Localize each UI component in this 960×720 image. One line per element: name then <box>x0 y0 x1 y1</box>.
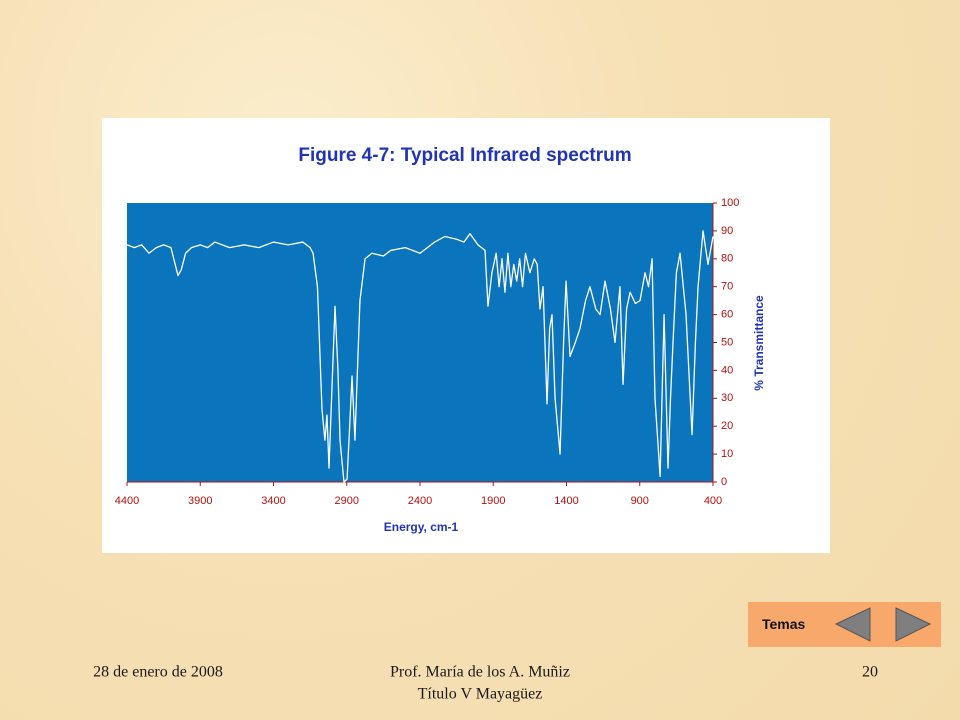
nav-label[interactable]: Temas <box>762 616 806 632</box>
y-tick-label: 10 <box>721 448 733 460</box>
y-tick-label: 0 <box>721 476 727 488</box>
chart-title: Figure 4-7: Typical Infrared spectrum <box>298 145 631 166</box>
y-tick-label: 50 <box>721 336 733 348</box>
y-tick-label: 30 <box>721 392 733 404</box>
x-tick-label: 3900 <box>188 495 212 507</box>
y-tick-label: 70 <box>721 281 733 293</box>
y-tick-label: 40 <box>721 364 733 376</box>
x-tick-label: 400 <box>704 495 722 507</box>
y-tick-label: 60 <box>721 309 733 321</box>
x-tick-label: 3400 <box>261 495 285 507</box>
prev-button[interactable] <box>834 607 871 642</box>
y-axis-title: % Transmittance <box>752 295 766 391</box>
footer-author: Prof. María de los A. Muñiz <box>390 664 570 681</box>
y-tick-label: 100 <box>721 197 739 209</box>
y-tick-label: 90 <box>721 225 733 237</box>
y-tick-label: 20 <box>721 420 733 432</box>
x-tick-label: 2400 <box>408 495 432 507</box>
x-tick-label: 1900 <box>481 495 505 507</box>
x-axis-title: Energy, cm-1 <box>384 520 459 534</box>
footer-place: Título V Mayagüez <box>418 686 543 703</box>
y-tick-label: 80 <box>721 253 733 265</box>
next-button[interactable] <box>895 607 932 642</box>
x-tick-label: 2900 <box>335 495 359 507</box>
page-number: 20 <box>862 664 878 681</box>
x-tick-label: 4400 <box>115 495 139 507</box>
x-tick-label: 900 <box>631 495 649 507</box>
nav-arrows <box>834 607 932 642</box>
spectrum-line <box>126 230 714 483</box>
footer-date: 28 de enero de 2008 <box>93 664 223 681</box>
x-tick-label: 1400 <box>554 495 578 507</box>
nav-bar: Temas <box>748 602 941 647</box>
